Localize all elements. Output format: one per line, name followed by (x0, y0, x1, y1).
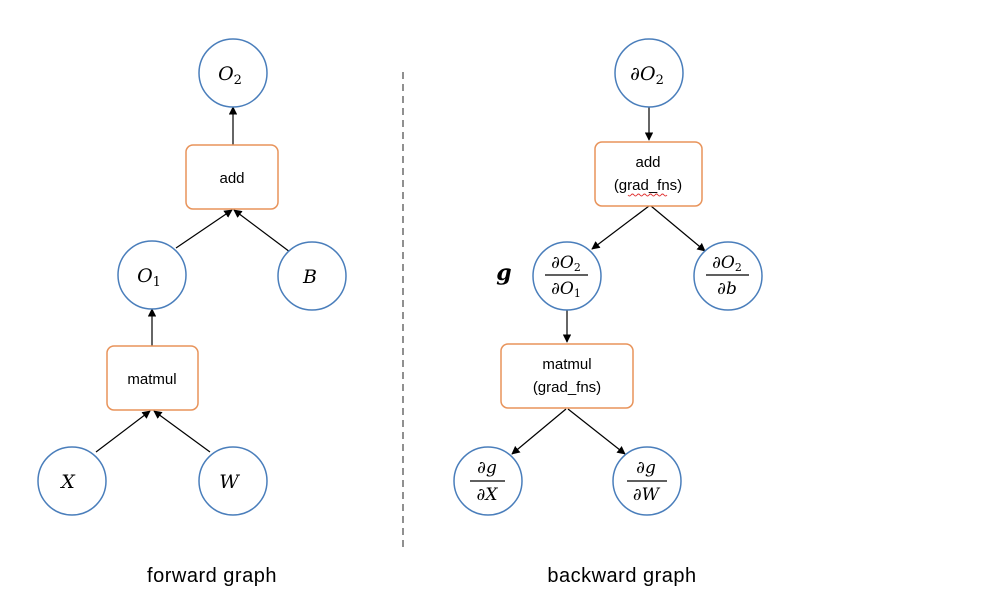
backward-caption: backward graph (547, 565, 696, 587)
do2do1-num-base: O (560, 253, 574, 273)
edge-add-to-do2db (651, 206, 705, 251)
edge-matmul-to-dgdw (568, 409, 625, 454)
node-do2: ∂O2 (615, 39, 683, 107)
node-w: W (199, 447, 267, 515)
node-matmul-grad: matmul (grad_fns) (501, 344, 633, 408)
edge-w-to-matmul (154, 411, 210, 452)
node-x: X (38, 447, 106, 515)
node-do2-do1: ∂O2 ∂O1 (533, 242, 601, 310)
g-label: g (496, 260, 511, 286)
do2db-num-base: O (721, 253, 735, 273)
do2db-num-sub: 2 (735, 261, 742, 274)
node-o2: O2 (199, 39, 267, 107)
do2db-den-d: ∂ (717, 279, 726, 299)
dgdw-den-base: W (642, 485, 661, 505)
node-dg-dx: ∂g ∂X (454, 447, 522, 515)
do2db-den-base: b (726, 279, 737, 299)
b-text: B (302, 266, 317, 288)
o1-sub: 1 (153, 275, 161, 290)
svg-text:∂W: ∂W (633, 485, 661, 505)
o2-base: O (218, 63, 234, 85)
do2db-num-d: ∂ (712, 253, 721, 273)
edge-b-to-add (234, 210, 290, 252)
forward-caption: forward graph (147, 565, 277, 587)
node-add-grad: add (grad_fns) (595, 142, 702, 206)
do2do1-den-sub: 1 (574, 287, 581, 300)
edge-matmul-to-dgdx (512, 409, 566, 454)
x-text: X (59, 471, 76, 493)
add-label: add (219, 170, 244, 187)
do2-sub: 2 (656, 73, 664, 88)
matmul-label: matmul (127, 371, 176, 388)
matmul-grad-label: matmul (542, 356, 591, 373)
add-grad-label: add (635, 154, 660, 171)
o1-base: O (137, 265, 153, 287)
node-do2-db: ∂O2 ∂b (694, 242, 762, 310)
dgdx-den-base: X (483, 485, 498, 505)
do2do1-num-sub: 2 (574, 261, 581, 274)
matmul-grad-sublabel: (grad_fns) (533, 379, 601, 396)
svg-text:∂g: ∂g (477, 458, 497, 478)
dgdx-den-d: ∂ (477, 485, 486, 505)
do2do1-den-base: O (560, 279, 574, 299)
do2do1-den-d: ∂ (551, 279, 560, 299)
svg-text:∂g: ∂g (636, 458, 656, 478)
node-dg-dw: ∂g ∂W (613, 447, 681, 515)
node-b: B (278, 242, 346, 310)
dgdx-num-base: g (486, 458, 497, 478)
do2-d: ∂ (630, 63, 640, 85)
dgdx-num-d: ∂ (477, 458, 486, 478)
add-grad-sublabel: (grad_fns) (614, 177, 682, 194)
dgdw-den-d: ∂ (633, 485, 642, 505)
o2-sub: 2 (234, 73, 242, 88)
node-matmul: matmul (107, 346, 198, 410)
do2do1-num-d: ∂ (551, 253, 560, 273)
node-add: add (186, 145, 278, 209)
node-o1: O1 (118, 241, 186, 309)
dgdw-num-d: ∂ (636, 458, 645, 478)
do2-base: O (640, 63, 656, 85)
edge-add-to-do2do1 (592, 206, 649, 249)
svg-text:∂X: ∂X (477, 485, 499, 505)
edge-o1-to-add (176, 210, 232, 248)
edge-x-to-matmul (96, 411, 150, 452)
w-text: W (219, 471, 240, 493)
svg-text:∂b: ∂b (717, 279, 737, 299)
dgdw-num-base: g (645, 458, 656, 478)
